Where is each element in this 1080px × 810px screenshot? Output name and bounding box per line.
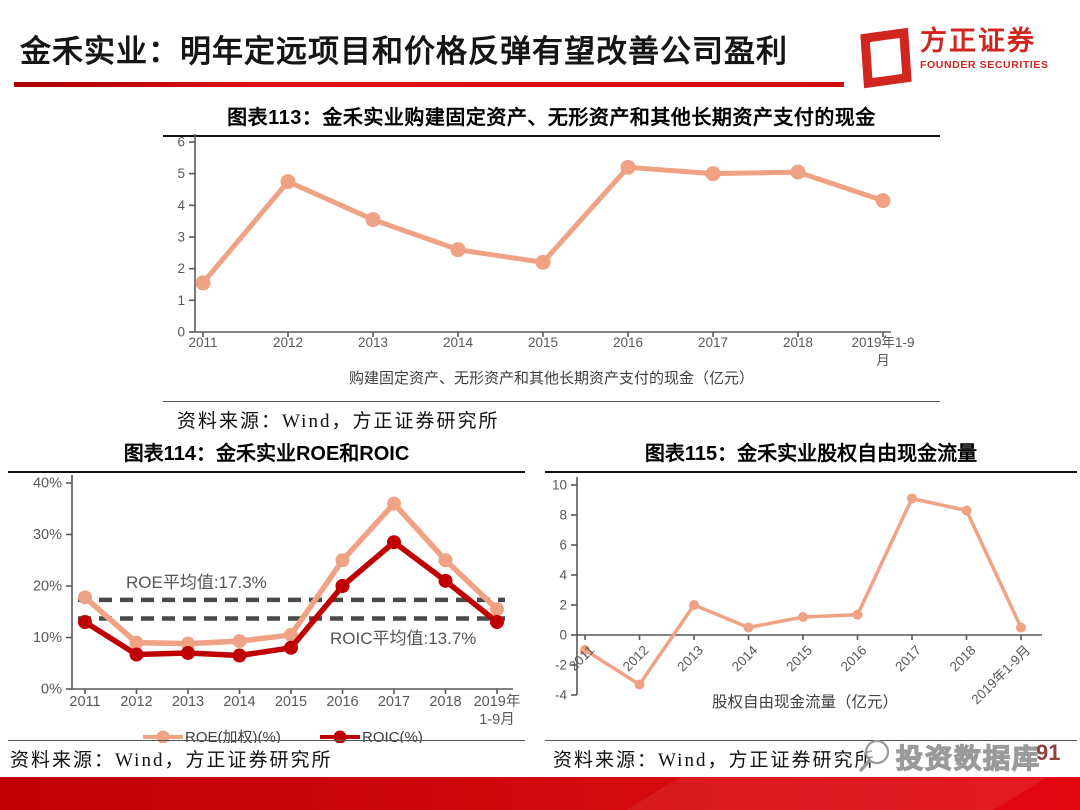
svg-text:2018: 2018 bbox=[947, 643, 979, 675]
figure-115-chart-canvas: -4 -2 0 2 4 6 8 10 2011 2012 2013 2014 2015 2016 2017 2… bbox=[552, 477, 1042, 708]
svg-text:4: 4 bbox=[559, 568, 567, 583]
svg-text:40%: 40% bbox=[33, 476, 62, 492]
svg-text:10%: 10% bbox=[33, 630, 62, 646]
svg-text:2012: 2012 bbox=[273, 335, 303, 350]
svg-text:0: 0 bbox=[177, 325, 185, 340]
svg-text:2016: 2016 bbox=[838, 643, 870, 675]
brand-subtitle: FOUNDER SECURITIES bbox=[920, 59, 1049, 71]
svg-text:2015: 2015 bbox=[783, 643, 815, 675]
svg-text:2017: 2017 bbox=[378, 694, 410, 710]
figure-114-source: 资料来源：Wind，方正证券研究所 bbox=[8, 740, 525, 772]
svg-text:3: 3 bbox=[177, 230, 185, 245]
figure-115-title: 图表115：金禾实业股权自由现金流量 bbox=[545, 437, 1077, 473]
figure-115-panel: 图表115：金禾实业股权自由现金流量 -4 -2 0 2 4 6 8 10 2011 2012 20… bbox=[545, 437, 1077, 777]
figure-115-legend: 股权自由现金流量（亿元） bbox=[711, 694, 898, 711]
svg-text:1: 1 bbox=[177, 293, 185, 308]
svg-text:2015: 2015 bbox=[528, 335, 558, 350]
svg-text:2018: 2018 bbox=[429, 694, 461, 710]
svg-text:2011: 2011 bbox=[566, 643, 597, 674]
watermark-text: 投资数据库 bbox=[895, 743, 1041, 774]
svg-text:2016: 2016 bbox=[613, 335, 643, 350]
svg-text:-4: -4 bbox=[555, 688, 567, 703]
svg-text:2018: 2018 bbox=[783, 335, 813, 350]
svg-text:0: 0 bbox=[559, 628, 567, 643]
svg-text:2: 2 bbox=[559, 598, 567, 613]
figure-114-chart-canvas: 0% 10% 20% 30% 40% ROE平均值:17.3% ROIC平均值:13.7% 2… bbox=[33, 475, 521, 743]
svg-text:2013: 2013 bbox=[358, 335, 388, 350]
svg-text:2012: 2012 bbox=[120, 694, 152, 710]
brand-logo-icon bbox=[860, 27, 912, 89]
svg-text:5: 5 bbox=[177, 166, 185, 181]
svg-text:20%: 20% bbox=[33, 579, 62, 595]
magnifier-icon bbox=[859, 739, 890, 772]
svg-text:月: 月 bbox=[876, 353, 890, 368]
svg-text:-2: -2 bbox=[555, 658, 567, 673]
footer-bar bbox=[0, 777, 1080, 810]
svg-text:ROE平均值:17.3%: ROE平均值:17.3% bbox=[126, 573, 267, 592]
svg-text:4: 4 bbox=[177, 198, 185, 213]
svg-text:2017: 2017 bbox=[892, 643, 924, 675]
svg-text:2015: 2015 bbox=[275, 694, 307, 710]
svg-text:6: 6 bbox=[559, 538, 567, 553]
svg-text:2014: 2014 bbox=[223, 694, 255, 710]
svg-text:2016: 2016 bbox=[326, 694, 358, 710]
watermark: 投资数据库 bbox=[858, 735, 1072, 777]
svg-text:2011: 2011 bbox=[188, 335, 217, 350]
svg-text:2017: 2017 bbox=[698, 335, 728, 350]
svg-text:ROIC(%): ROIC(%) bbox=[362, 729, 423, 743]
title-divider bbox=[14, 82, 844, 87]
svg-text:ROE(加权)(%): ROE(加权)(%) bbox=[185, 729, 281, 743]
svg-text:0%: 0% bbox=[41, 682, 62, 698]
figure-115-source: 资料来源：Wind，方正证券研究所 bbox=[545, 740, 1077, 772]
figure-113-legend: 购建固定资产、无形资产和其他长期资产支付的现金（亿元） bbox=[348, 370, 754, 387]
svg-text:2014: 2014 bbox=[443, 335, 474, 350]
page-number: 91 bbox=[1036, 740, 1061, 765]
svg-text:30%: 30% bbox=[33, 527, 62, 543]
svg-text:6: 6 bbox=[177, 135, 185, 150]
figure-113-chart-canvas: 0 1 2 3 4 5 6 2011 2012 2013 2014 2015 2016 2017 2018 2… bbox=[177, 134, 915, 368]
svg-text:2: 2 bbox=[177, 261, 185, 276]
svg-text:2013: 2013 bbox=[172, 694, 204, 710]
svg-text:10: 10 bbox=[552, 478, 567, 493]
svg-text:2013: 2013 bbox=[674, 643, 706, 675]
svg-text:ROIC平均值:13.7%: ROIC平均值:13.7% bbox=[330, 629, 476, 648]
figure-113-title: 图表113：金禾实业购建固定资产、无形资产和其他长期资产支付的现金 bbox=[163, 101, 940, 137]
svg-text:2019年1-9月: 2019年1-9月 bbox=[968, 643, 1033, 708]
figure-113-panel: 图表113：金禾实业购建固定资产、无形资产和其他长期资产支付的现金 0 1 2 3 4 5… bbox=[163, 101, 940, 437]
page-title: 金禾实业：明年定远项目和价格反弹有望改善公司盈利 bbox=[20, 34, 788, 69]
figure-114-panel: 图表114：金禾实业ROE和ROIC 0% 10% 20% 30% 40% ROE平均值:… bbox=[8, 437, 525, 777]
svg-text:8: 8 bbox=[559, 508, 567, 523]
svg-text:2011: 2011 bbox=[69, 694, 100, 710]
svg-text:1-9月: 1-9月 bbox=[479, 712, 514, 728]
figure-113-source: 资料来源：Wind，方正证券研究所 bbox=[163, 401, 940, 433]
brand-logo: 方正证券 FOUNDER SECURITIES bbox=[860, 26, 1074, 89]
svg-text:2019年1-9: 2019年1-9 bbox=[851, 335, 914, 350]
figure-114-title: 图表114：金禾实业ROE和ROIC bbox=[8, 437, 525, 473]
brand-name: 方正证券 bbox=[920, 26, 1036, 56]
svg-text:2012: 2012 bbox=[620, 643, 652, 675]
svg-text:2019年: 2019年 bbox=[474, 693, 521, 710]
svg-text:2014: 2014 bbox=[729, 642, 761, 674]
